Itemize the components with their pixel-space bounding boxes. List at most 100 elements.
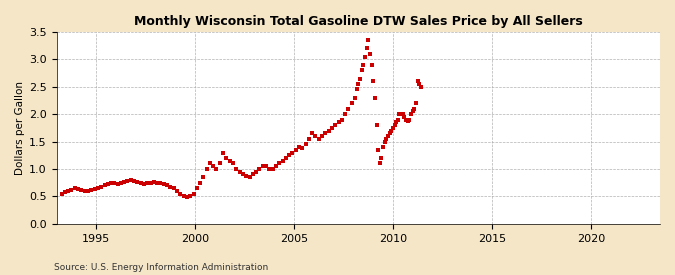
Point xyxy=(337,117,348,122)
Point xyxy=(135,181,146,185)
Point xyxy=(221,156,232,160)
Point xyxy=(317,134,327,138)
Point xyxy=(330,123,341,127)
Point xyxy=(165,184,176,189)
Point xyxy=(103,182,113,186)
Point xyxy=(356,68,367,73)
Point xyxy=(171,189,182,193)
Point xyxy=(369,95,380,100)
Point xyxy=(361,46,372,51)
Point xyxy=(398,112,408,116)
Point xyxy=(379,139,390,144)
Point xyxy=(410,101,421,105)
Point xyxy=(155,181,166,185)
Point xyxy=(284,153,294,158)
Point xyxy=(409,106,420,111)
Point xyxy=(106,181,117,185)
Point xyxy=(218,150,229,155)
Point xyxy=(360,54,371,59)
Point xyxy=(89,186,100,191)
Point xyxy=(215,161,225,166)
Point xyxy=(227,161,238,166)
Point xyxy=(254,167,265,171)
Point xyxy=(264,167,275,171)
Point xyxy=(374,161,385,166)
Point xyxy=(248,172,259,177)
Point xyxy=(376,156,387,160)
Point xyxy=(152,180,163,185)
Point xyxy=(402,119,413,123)
Point xyxy=(56,191,67,196)
Point xyxy=(354,76,365,81)
Point xyxy=(267,167,278,171)
Point xyxy=(138,182,149,186)
Point xyxy=(394,112,405,116)
Point xyxy=(250,169,261,174)
Point xyxy=(351,87,362,92)
Point xyxy=(198,175,209,179)
Point xyxy=(358,63,369,67)
Point xyxy=(287,150,298,155)
Point xyxy=(92,186,103,190)
Point xyxy=(80,189,90,193)
Point xyxy=(406,112,416,116)
Point xyxy=(304,137,315,141)
Point xyxy=(211,167,222,171)
Point xyxy=(70,186,80,190)
Point xyxy=(148,180,159,184)
Point xyxy=(290,148,301,152)
Point xyxy=(377,145,388,149)
Point xyxy=(231,167,242,171)
Point xyxy=(340,112,350,116)
Point xyxy=(396,112,406,116)
Point xyxy=(132,180,142,184)
Point xyxy=(353,82,364,86)
Point xyxy=(241,173,252,178)
Point xyxy=(122,179,133,183)
Point xyxy=(346,101,357,105)
Point xyxy=(386,128,397,133)
Point xyxy=(73,187,84,191)
Point xyxy=(188,191,199,196)
Point xyxy=(320,131,331,136)
Point xyxy=(145,180,156,185)
Title: Monthly Wisconsin Total Gasoline DTW Sales Price by All Sellers: Monthly Wisconsin Total Gasoline DTW Sal… xyxy=(134,15,583,28)
Point xyxy=(327,126,338,130)
Point xyxy=(274,161,285,166)
Point xyxy=(161,183,172,188)
Point xyxy=(297,146,308,150)
Text: Source: U.S. Energy Information Administration: Source: U.S. Energy Information Administ… xyxy=(54,263,268,272)
Point xyxy=(323,128,334,133)
Point xyxy=(96,185,107,189)
Point xyxy=(142,181,153,185)
Point xyxy=(373,148,383,152)
Point xyxy=(205,161,215,166)
Point xyxy=(371,123,382,127)
Point xyxy=(112,182,123,186)
Point xyxy=(234,169,245,174)
Point xyxy=(313,137,324,141)
Point xyxy=(389,123,400,127)
Point xyxy=(175,191,186,196)
Point xyxy=(178,194,189,199)
Point xyxy=(307,131,318,136)
Point xyxy=(129,179,140,183)
Point xyxy=(381,137,392,141)
Point xyxy=(300,142,311,147)
Point xyxy=(343,106,354,111)
Point xyxy=(99,183,110,188)
Point xyxy=(201,167,212,171)
Point xyxy=(76,188,87,192)
Point xyxy=(208,164,219,168)
Point xyxy=(391,120,402,125)
Point xyxy=(416,84,427,89)
Point xyxy=(383,134,394,138)
Point xyxy=(185,194,196,199)
Point xyxy=(86,188,97,192)
Point xyxy=(392,117,403,122)
Point xyxy=(271,164,281,168)
Point xyxy=(364,52,375,56)
Point xyxy=(115,180,126,185)
Point xyxy=(66,188,77,192)
Point xyxy=(387,126,398,130)
